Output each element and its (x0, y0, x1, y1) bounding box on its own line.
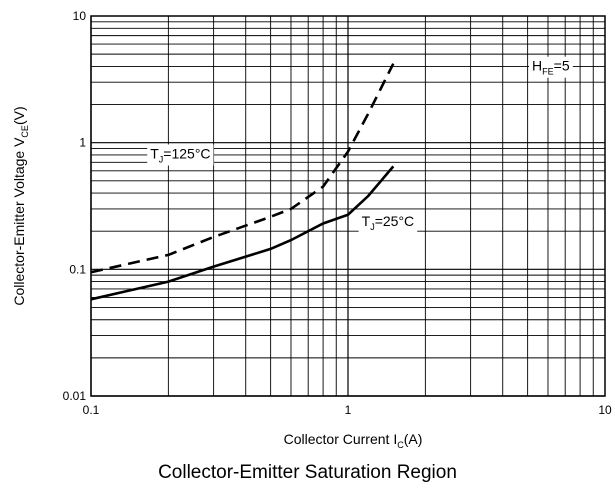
x-tick-label: 0.1 (83, 403, 100, 417)
annotations: TJ=125°C TJ=25°C HFE=5 (147, 56, 573, 233)
x-axis-label: Collector Current IC(A) (284, 431, 423, 450)
annotation-label: HFE=5 (532, 58, 570, 77)
plot-frame (90, 15, 606, 397)
y-tick-label: 10 (73, 9, 87, 23)
series-line-25c (90, 165, 395, 301)
annotation-background (529, 56, 573, 78)
annotation-background (147, 144, 214, 166)
annotation-background (358, 211, 418, 233)
x-tick-label: 10 (598, 403, 612, 417)
grid (90, 16, 605, 397)
y-tick-label: 1 (79, 136, 86, 150)
y-tick-label: 0.1 (69, 262, 86, 276)
y-axis-label: Collector-Emitter Voltage VCE(V) (11, 106, 30, 305)
series-line-125c (90, 63, 395, 274)
chart-title: Collector-Emitter Saturation Region (158, 462, 457, 483)
annotation-label: TJ=125°C (150, 145, 210, 164)
x-tick-label: 1 (345, 403, 352, 417)
series-layer (90, 63, 395, 301)
annotation-label: TJ=25°C (362, 213, 415, 232)
y-tick-label: 0.01 (63, 389, 87, 403)
